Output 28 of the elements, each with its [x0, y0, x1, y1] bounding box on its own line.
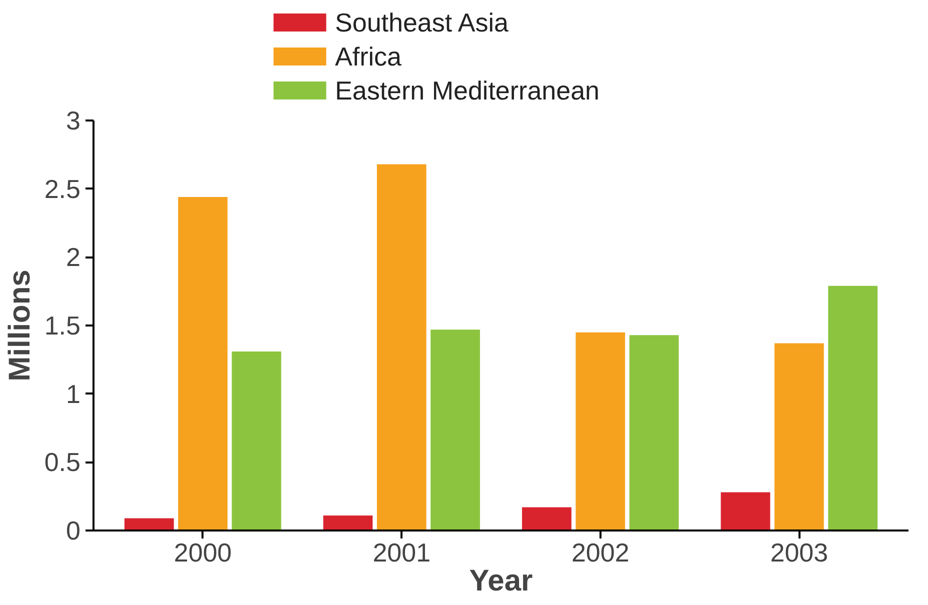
bar [323, 515, 373, 530]
x-tick-label: 2001 [372, 538, 431, 568]
bar [232, 351, 282, 530]
y-axis-title: Millions [3, 270, 36, 382]
bar [124, 518, 174, 530]
bar [430, 330, 480, 530]
bar [629, 335, 679, 530]
bar [178, 197, 228, 530]
y-tick-label: 0.5 [44, 447, 81, 478]
y-tick-label: 2 [66, 242, 81, 272]
x-tick-label: 2002 [571, 538, 630, 568]
y-tick-label: 0 [66, 516, 81, 546]
bar [720, 492, 770, 530]
legend-label: Eastern Mediterranean [335, 76, 600, 106]
bar [576, 332, 626, 530]
x-tick-label: 2003 [770, 538, 828, 568]
y-tick-label: 1.5 [44, 310, 81, 340]
y-tick-label: 3 [66, 106, 81, 136]
y-tick-label: 1 [66, 378, 81, 409]
bar [828, 286, 878, 530]
legend-label: Southeast Asia [335, 8, 510, 38]
bar [522, 507, 572, 530]
x-tick-label: 2000 [174, 538, 232, 568]
bar [774, 343, 824, 530]
legend-label: Africa [335, 42, 402, 72]
x-axis-title: Year [469, 564, 534, 598]
bar [376, 164, 426, 530]
y-tick-label: 2.5 [44, 174, 81, 204]
